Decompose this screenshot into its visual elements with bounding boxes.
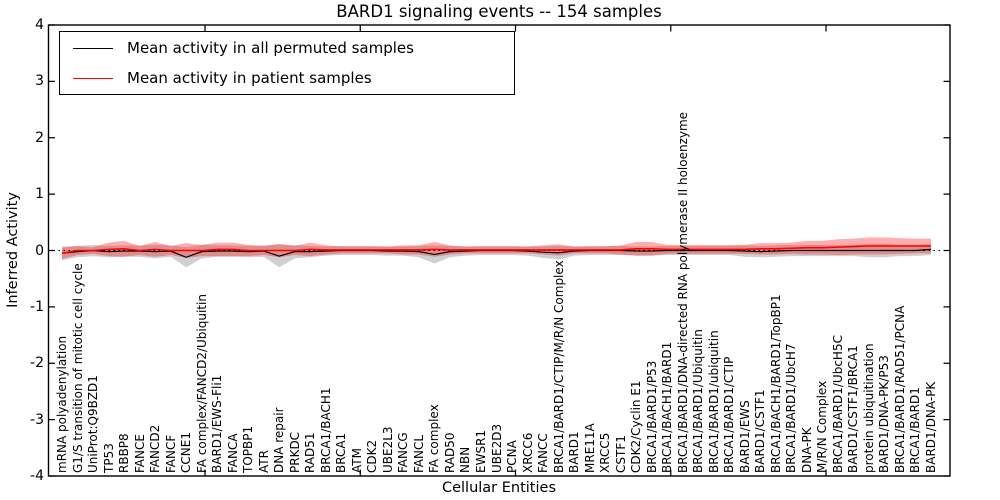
x-tick-label: BRCA1/BARD1/P53 [644, 360, 659, 473]
x-tick-label: BRCA1/BARD1/CTIP/M/R/N Complex [551, 260, 566, 473]
x-tick-label: CDK2/Cyclin E1 [629, 380, 644, 473]
x-tick-label: XRCC6 [520, 432, 535, 473]
x-tick-label: BRCA1/BACH1 [318, 387, 333, 473]
x-tick-label: CCNE1 [179, 432, 194, 473]
x-tick-label: BARD1/EWS [737, 400, 752, 473]
x-tick-label: BARD1/EWS-Fli1 [210, 374, 225, 473]
x-tick-label: BRCA1/BACH1/BARD1 [660, 341, 675, 473]
x-tick-label: DNA repair [272, 407, 287, 473]
x-tick-label: RBBP8 [117, 433, 132, 473]
patient-line-swatch [73, 77, 113, 79]
x-tick-label: protein ubiquitination [861, 343, 876, 473]
x-tick-label: BRCA1/BARD1/UbcH5C [830, 335, 845, 473]
x-tick-label: BRCA1/BACH1/BARD1/TopBP1 [768, 294, 783, 473]
x-tick-label: UBE2L3 [380, 426, 395, 473]
x-tick-label: FANCA [225, 433, 240, 473]
x-tick-label: PRKDC [287, 431, 302, 473]
x-tick-label: FANCD2 [148, 424, 163, 473]
x-tick-label: BRCA1/BARD1/UbcH7 [784, 343, 799, 473]
x-tick-label: FANCG [396, 432, 411, 473]
legend-label-patient: Mean activity in patient samples [127, 69, 372, 87]
x-tick-label: BRCA1/BARD1 [908, 387, 923, 473]
x-tick-label: ATM [349, 448, 364, 473]
y-tick-label: -4 [30, 468, 44, 484]
x-tick-label: PCNA [505, 440, 520, 473]
x-tick-label: FANCC [536, 433, 551, 473]
x-tick-label: BRCA1/BARD1/Ubiquitin [691, 329, 706, 473]
x-tick-label: BRCA1/BARD1/DNA-directed RNA polymerase … [675, 111, 690, 473]
y-tick-label: -3 [30, 411, 44, 428]
y-tick-label: 0 [35, 242, 44, 259]
x-tick-label: CSTF1 [613, 435, 628, 473]
x-tick-label: EWSR1 [473, 429, 488, 473]
permuted-line-swatch [73, 47, 113, 49]
x-tick-label: FANCF [163, 434, 178, 473]
x-tick-label: TP53 [101, 443, 116, 473]
x-tick-label: RAD50 [442, 432, 457, 473]
x-tick-label: FA complex [427, 404, 442, 473]
x-tick-label: MRE11A [582, 423, 597, 473]
patient-band [62, 237, 931, 259]
x-tick-label: FANCL [411, 434, 426, 473]
x-tick-label: BARD1/DNA-PK [924, 381, 938, 473]
x-tick-label: UniProt:Q9BZD1 [86, 375, 101, 473]
x-tick-label: FA complex/FANCD2/Ubiquitin [194, 294, 209, 473]
x-tick-label: RAD51 [303, 432, 318, 473]
x-tick-label: NBN [458, 446, 473, 473]
legend-label-permuted: Mean activity in all permuted samples [127, 39, 414, 57]
y-tick-label: 4 [35, 17, 44, 33]
y-tick-label: -2 [30, 355, 44, 372]
y-tick-label: 2 [35, 129, 44, 146]
y-tick-label: 1 [35, 186, 44, 203]
x-tick-label: BRCA1/BARD1/ubiquitin [706, 330, 721, 473]
y-tick-label: 3 [35, 73, 44, 90]
legend-entry-permuted: Mean activity in all permuted samples [60, 34, 514, 62]
chart-title: BARD1 signaling events -- 154 samples [336, 2, 662, 21]
legend-entry-patient: Mean activity in patient samples [60, 64, 514, 92]
x-tick-label: BARD1/CSTF1 [753, 389, 768, 473]
patient-mean-line [61, 245, 931, 255]
x-tick-label: BRCA1/BARD1/RAD51/PCNA [892, 305, 907, 473]
x-tick-label: XRCC5 [598, 432, 613, 473]
x-tick-label: M/R/N Complex [815, 380, 830, 473]
x-tick-label: CDK2 [365, 439, 380, 473]
x-tick-label: BARD1/DNA-PK/P53 [877, 355, 892, 473]
x-tick-label: G1/S transition of mitotic cell cycle [70, 263, 85, 473]
x-tick-label: DNA-PK [799, 427, 814, 473]
x-axis-label: Cellular Entities [441, 480, 557, 496]
legend: Mean activity in all permuted samples Me… [59, 31, 515, 95]
y-tick-label: -1 [30, 298, 44, 315]
x-tick-label: UBE2D3 [489, 423, 504, 473]
x-tick-label: mRNA polyadenylation [55, 335, 69, 473]
x-tick-label: TOPBP1 [241, 425, 256, 473]
x-tick-label: BRCA1/BARD1/CTIP [722, 356, 737, 473]
x-tick-label: BRCA1 [334, 432, 349, 473]
x-tick-label: ATR [256, 450, 271, 473]
x-tick-label: BARD1/CSTF1/BRCA1 [846, 345, 861, 473]
x-tick-label: BARD1 [567, 431, 582, 473]
x-tick-label: FANCE [132, 434, 147, 473]
